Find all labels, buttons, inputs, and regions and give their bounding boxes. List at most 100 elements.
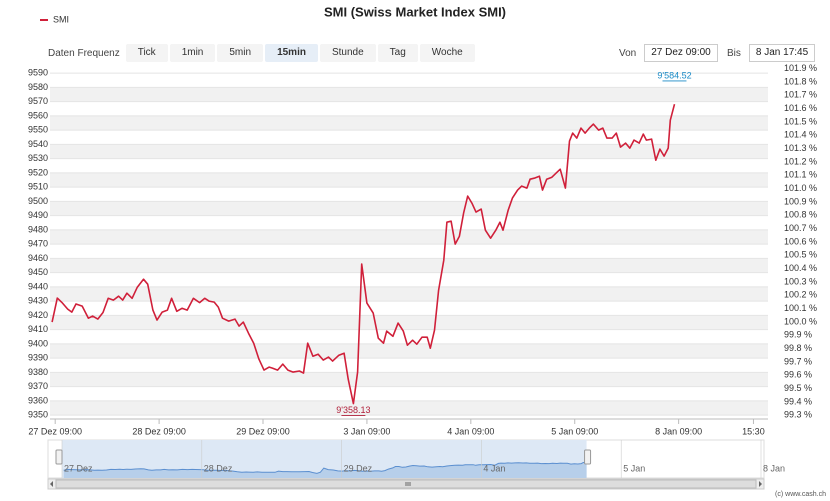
y-tick-label: 9380 [28,367,48,377]
to-label: Bis [727,47,741,59]
y2-tick-label: 100.7 % [784,223,817,233]
y-tick-label: 9370 [28,381,48,391]
navigator-area [63,462,587,478]
frequency-button[interactable]: 15min [265,44,318,62]
y-tick-label: 9430 [28,296,48,306]
navigator-handle[interactable] [584,449,592,465]
y2-tick-label: 100.6 % [784,236,817,246]
to-input[interactable]: 8 Jan 17:45 [748,44,816,62]
grid-band [50,87,768,102]
y2-tick-label: 99.5 % [784,383,812,393]
y2-tick-label: 101.1 % [784,170,817,180]
y2-tick-label: 101.7 % [784,90,817,100]
navigator-label: 27 Dez [64,463,93,473]
legend-label: SMI [53,14,69,24]
x-tick-label: 28 Dez 09:00 [132,426,186,436]
x-tick-label: 4 Jan 09:00 [447,426,494,436]
frequency-buttons: Tick 1min 5min 15min Stunde Tag Woche [125,44,477,62]
x-tick-label: 3 Jan 09:00 [343,426,390,436]
x-tick-label: 29 Dez 09:00 [236,426,290,436]
y-tick-label: 9540 [28,139,48,149]
y2-tick-label: 101.3 % [784,143,817,153]
x-tick-label: 15:30 [742,426,765,436]
frequency-label: Daten Frequenz [48,47,120,59]
grid-band [50,229,768,245]
y-tick-label: 9530 [28,153,48,163]
y2-tick-label: 99.8 % [784,343,812,353]
from-range: Von 27 Dez 09:00 [619,44,718,62]
to-range: Bis 8 Jan 17:45 [727,44,816,62]
frequency-bar: Daten Frequenz Tick 1min 5min 15min Stunde Ta… [48,44,477,62]
y2-tick-label: 100.3 % [784,276,817,286]
y2-tick-label: 99.6 % [784,370,812,380]
y2-tick-label: 100.5 % [784,250,817,260]
y-tick-label: 9590 [28,68,48,78]
frequency-button[interactable]: 1min [169,44,216,62]
frequency-button[interactable]: Woche [419,44,475,62]
grid-band [50,315,768,330]
y-tick-label: 9450 [28,267,48,277]
frequency-button[interactable]: 5min [217,44,264,62]
navigator-handle[interactable] [55,449,63,465]
from-label: Von [619,47,637,59]
grid-band [50,115,768,131]
x-tick-label: 8 Jan 09:00 [655,426,702,436]
navigator-label: 28 Dez [204,463,233,473]
y2-tick-label: 99.4 % [784,396,812,406]
grid-band [50,258,768,273]
x-tick-label: 5 Jan 09:00 [551,426,598,436]
navigator-label: 5 Jan [623,463,645,473]
scrollbar-left-arrow [50,481,53,487]
footer: (c) www.cash.ch [775,491,826,498]
grid-band [50,144,768,159]
y-tick-label: 9490 [28,210,48,220]
from-input[interactable]: 27 Dez 09:00 [644,44,718,62]
navigator-label: 8 Jan [763,463,785,473]
y2-tick-label: 100.0 % [784,316,817,326]
y2-tick-label: 100.1 % [784,303,817,313]
y-tick-label: 9570 [28,96,48,106]
y-tick-label: 9400 [28,338,48,348]
x-tick-label: 27 Dez 09:00 [28,426,82,436]
y-tick-label: 9480 [28,224,48,234]
y-tick-label: 9440 [28,281,48,291]
frequency-button[interactable]: Tag [377,44,418,62]
grid-band [50,201,768,216]
grid-band [50,372,768,387]
y2-tick-label: 100.4 % [784,263,817,273]
y2-tick-label: 99.9 % [784,330,812,340]
y-tick-label: 9510 [28,182,48,192]
navigator-line [63,461,587,474]
y-tick-label: 9560 [28,110,48,120]
grid-band [50,400,768,416]
y2-tick-label: 100.2 % [784,290,817,300]
grid-band [50,286,768,302]
y2-tick-label: 99.3 % [784,410,812,420]
y-tick-label: 9470 [28,239,48,249]
y-tick-label: 9500 [28,196,48,206]
y2-tick-label: 101.6 % [784,103,817,113]
y2-tick-label: 101.2 % [784,156,817,166]
y2-tick-label: 101.4 % [784,130,817,140]
grid-band [50,172,768,188]
y-tick-label: 9550 [28,125,48,135]
y-tick-label: 9420 [28,310,48,320]
annotation: 9'358.13 [336,405,370,415]
y2-tick-label: 100.8 % [784,210,817,220]
y2-tick-label: 101.9 % [784,63,817,73]
y2-tick-label: 101.0 % [784,183,817,193]
series-line [51,103,676,405]
navigator-label: 29 Dez [344,463,373,473]
frequency-button[interactable]: Tick [125,44,168,62]
y-tick-label: 9390 [28,353,48,363]
y-tick-label: 9350 [28,410,48,420]
chart-title: SMI (Swiss Market Index SMI) [324,4,506,19]
y-tick-label: 9520 [28,167,48,177]
annotation: 9'584.52 [657,70,691,80]
navigator-label: 4 Jan [483,463,505,473]
y2-tick-label: 101.5 % [784,116,817,126]
frequency-button[interactable]: Stunde [319,44,376,62]
y-tick-label: 9410 [28,324,48,334]
